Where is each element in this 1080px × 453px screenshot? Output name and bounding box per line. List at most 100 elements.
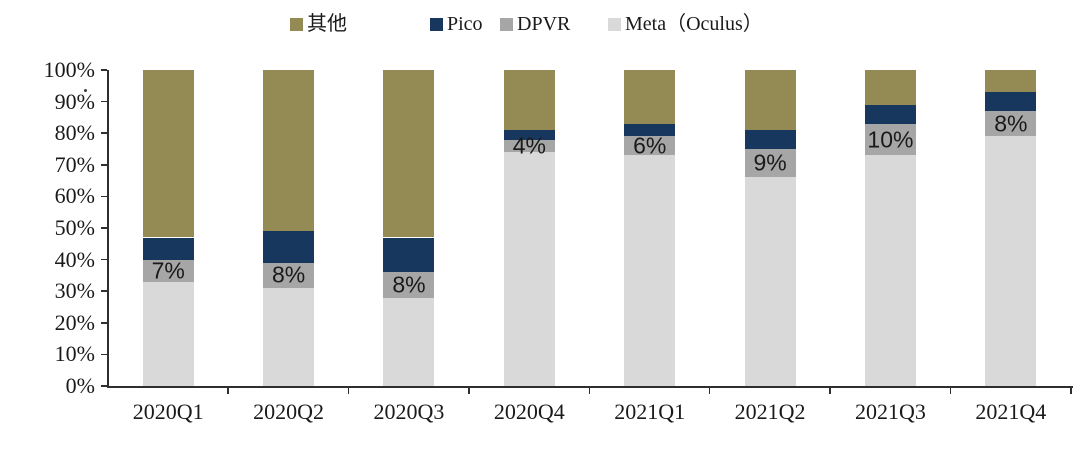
segment-dpvr: 8% <box>985 110 1037 137</box>
chart-legend: 其他 Pico DPVR Meta（Oculus） <box>0 0 1080 44</box>
bar-2021q2: 9% <box>744 70 796 386</box>
x-category-label: 2021Q2 <box>734 399 806 424</box>
segment-other <box>624 70 676 124</box>
legend-swatch-other <box>290 17 303 31</box>
segment-pico <box>503 130 555 140</box>
legend-item-meta-oculus: Meta（Oculus） <box>608 11 763 37</box>
bar-2020q1: 7% <box>142 70 194 386</box>
segment-dpvr: 9% <box>744 149 796 178</box>
y-tick-label: 40% <box>54 246 95 272</box>
x-category-label: 2021Q4 <box>975 399 1047 424</box>
bar-2021q4: 8% <box>985 70 1037 386</box>
legend-label-dpvr: DPVR <box>517 13 571 35</box>
y-tick-label: 20% <box>54 309 95 335</box>
segment-dpvr: 6% <box>624 132 676 159</box>
segment-meta-oculus <box>864 155 916 386</box>
segment-pico <box>744 130 796 149</box>
x-axis-tick <box>949 388 952 394</box>
segment-other <box>744 70 796 131</box>
x-category-label: 2021Q1 <box>614 399 686 424</box>
x-category-label: 2020Q4 <box>493 399 565 424</box>
segment-other <box>864 70 916 105</box>
x-axis-tick <box>708 388 711 394</box>
x-category-label: 2020Q2 <box>253 399 324 424</box>
segment-meta-oculus <box>142 281 194 386</box>
segment-meta-oculus <box>383 297 435 386</box>
x-axis-tick <box>829 388 831 394</box>
dpvr-share-label: 4% <box>512 132 546 159</box>
segment-dpvr: 8% <box>383 271 435 298</box>
segment-pico <box>985 92 1037 112</box>
y-tick-label: 90% <box>54 88 95 114</box>
y-tick-label: 60% <box>54 183 95 209</box>
segment-meta-oculus <box>744 177 796 386</box>
y-tick-label: 10% <box>54 341 95 367</box>
segment-pico <box>383 237 435 273</box>
y-tick-label: 50% <box>54 215 95 240</box>
segment-other <box>985 70 1037 93</box>
segment-other <box>383 70 435 238</box>
legend-item-dpvr: DPVR <box>500 11 570 37</box>
bar-2021q1: 6% <box>624 70 676 386</box>
y-axis-tick <box>101 132 107 134</box>
segment-dpvr: 4% <box>503 134 555 157</box>
bar-2021q3: 10% <box>864 70 916 386</box>
dpvr-share-label: 8% <box>271 261 306 288</box>
segment-pico <box>624 123 676 137</box>
y-tick-label: 80% <box>54 120 95 146</box>
dpvr-share-label: 6% <box>633 132 667 159</box>
y-tick-label: 30% <box>54 278 95 304</box>
y-axis-tick <box>101 322 107 324</box>
legend-swatch-meta-oculus <box>608 17 621 31</box>
x-axis-tick <box>227 388 229 394</box>
y-axis-tick <box>101 227 107 229</box>
x-axis-tick <box>347 388 350 394</box>
y-axis-tick <box>101 195 107 198</box>
dpvr-share-label: 8% <box>392 271 426 298</box>
segment-other <box>263 70 315 232</box>
bar-2020q3: 8% <box>383 70 435 386</box>
segment-meta-oculus <box>985 136 1037 386</box>
segment-pico <box>864 104 916 124</box>
y-axis-tick <box>101 385 107 387</box>
x-axis-tick <box>1070 388 1072 394</box>
segment-pico <box>142 237 194 260</box>
segment-dpvr: 7% <box>142 257 194 284</box>
legend-label-other: 其他 <box>307 13 347 35</box>
y-axis-line <box>107 70 109 388</box>
legend-item-other: 其他 <box>290 11 347 37</box>
legend-swatch-pico <box>430 17 443 31</box>
x-axis-line <box>107 386 1073 388</box>
x-category-label: 2021Q3 <box>854 399 926 424</box>
segment-other <box>142 70 194 238</box>
dpvr-share-label: 9% <box>753 149 787 176</box>
segment-dpvr: 8% <box>263 261 315 289</box>
segment-meta-oculus <box>263 288 315 386</box>
y-axis-tick <box>101 290 107 292</box>
legend-item-pico: Pico <box>430 11 483 37</box>
dpvr-share-label: 7% <box>151 257 185 284</box>
x-axis-tick <box>468 388 470 394</box>
legend-swatch-dpvr <box>500 17 513 31</box>
bar-2020q2: 8% <box>263 70 315 386</box>
segment-meta-oculus <box>624 155 676 386</box>
stray-dot-mark <box>84 89 87 92</box>
x-category-label: 2020Q3 <box>373 399 445 424</box>
y-tick-label: 0% <box>65 373 95 398</box>
legend-label-meta-oculus: Meta（Oculus） <box>625 13 763 35</box>
y-axis-tick <box>101 100 107 103</box>
y-axis-tick <box>101 69 107 71</box>
y-tick-label: 70% <box>54 151 95 177</box>
segment-dpvr: 10% <box>864 123 916 156</box>
y-axis-tick <box>101 258 107 261</box>
segment-other <box>503 70 555 131</box>
x-axis-tick <box>588 388 590 394</box>
y-tick-label: 100% <box>43 57 95 82</box>
y-axis-tick <box>101 353 107 356</box>
x-category-label: 2020Q1 <box>132 399 204 424</box>
bar-2020q4: 4% <box>503 70 555 386</box>
dpvr-share-label: 10% <box>867 126 914 153</box>
legend-label-pico: Pico <box>447 13 483 35</box>
dpvr-share-label: 8% <box>994 110 1028 137</box>
